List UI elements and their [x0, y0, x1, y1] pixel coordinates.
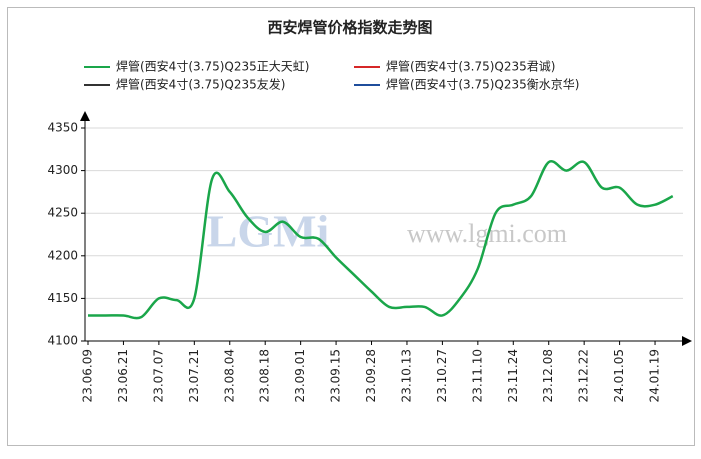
x-tick-label: 23.11.24	[506, 349, 520, 402]
x-tick-label: 23.11.10	[470, 349, 484, 402]
legend-label: 焊管(西安4寸(3.75)Q235友发)	[116, 77, 285, 92]
x-tick-label: 23.06.21	[116, 349, 130, 402]
legend-label: 焊管(西安4寸(3.75)Q235君诚)	[386, 59, 555, 74]
x-tick-label: 23.06.09	[81, 349, 95, 402]
series-line	[88, 159, 674, 320]
y-tick-label: 4300	[47, 163, 78, 177]
x-tick-label: 23.10.27	[435, 349, 449, 402]
y-tick-label: 4150	[47, 291, 78, 305]
x-tick-label: 23.07.21	[187, 349, 201, 402]
x-tick-label: 23.08.04	[222, 349, 236, 402]
legend-label: 焊管(西安4寸(3.75)Q235衡水京华)	[386, 77, 579, 92]
y-tick-label: 4250	[47, 206, 78, 220]
x-tick-label: 23.12.22	[577, 349, 591, 402]
chart-title: 西安焊管价格指数走势图	[267, 19, 432, 37]
x-tick-label: 23.12.08	[541, 349, 555, 402]
y-tick-label: 4200	[47, 248, 78, 262]
x-tick-label: 23.10.13	[399, 349, 413, 402]
x-axis-arrow	[682, 336, 692, 346]
y-axis-arrow	[80, 111, 90, 121]
x-tick-label: 24.01.05	[612, 349, 626, 402]
frame	[7, 7, 695, 446]
watermark-url: www.lgmi.com	[407, 219, 567, 248]
y-tick-label: 4100	[47, 334, 78, 348]
x-tick-label: 23.09.01	[293, 349, 307, 402]
x-tick-label: 23.07.07	[151, 349, 165, 402]
x-tick-label: 23.09.28	[364, 349, 378, 402]
y-tick-label: 4350	[47, 121, 78, 135]
x-tick-label: 24.01.19	[648, 349, 662, 402]
x-tick-label: 23.09.15	[329, 349, 343, 402]
x-tick-label: 23.08.18	[258, 349, 272, 402]
legend-label: 焊管(西安4寸(3.75)Q235正大天虹)	[116, 59, 309, 74]
